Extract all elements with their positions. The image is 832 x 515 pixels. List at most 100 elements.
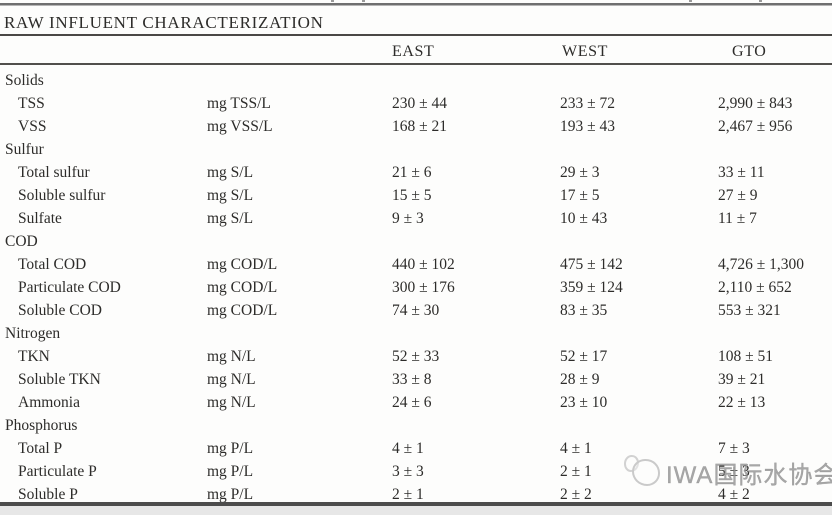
table-row: VSS mg VSS/L 168 ± 21 193 ± 43 2,467 ± 9… [0,115,832,138]
section-label: Phosphorus [5,416,78,434]
west-value-cell: 4 ± 1 [560,439,592,457]
table-row: Total sulfur mg S/L 21 ± 6 29 ± 3 33 ± 1… [0,161,832,184]
west-value-cell: 233 ± 72 [560,94,616,112]
gto-value-cell: 39 ± 21 [718,370,766,388]
param-cell: TSS [18,94,45,112]
param-cell: Sulfate [18,209,62,227]
table-row: Total P mg P/L 4 ± 1 4 ± 1 7 ± 3 [0,437,832,460]
header-divider [0,63,832,65]
gto-value-cell: 22 ± 13 [718,393,766,411]
unit-cell: mg N/L [207,347,256,365]
column-header-gto: GTO [732,43,767,60]
bottom-strip [0,506,832,515]
unit-cell: mg COD/L [207,301,278,319]
gto-value-cell: 5 ± 3 [718,462,750,480]
page-title: RAW INFLUENT CHARACTERIZATION [4,13,324,32]
unit-cell: mg COD/L [207,255,278,273]
section-header-sulfur: Sulfur [0,138,832,161]
column-header-east: EAST [392,43,435,60]
unit-cell: mg N/L [207,370,256,388]
cropped-text-fragment [331,0,334,2]
table-row: Soluble sulfur mg S/L 15 ± 5 17 ± 5 27 ±… [0,184,832,207]
section-header-phosphorus: Phosphorus [0,414,832,437]
unit-cell: mg N/L [207,393,256,411]
gto-value-cell: 11 ± 7 [718,209,757,227]
west-value-cell: 17 ± 5 [560,186,600,204]
table-row: Soluble COD mg COD/L 74 ± 30 83 ± 35 553… [0,299,832,322]
unit-cell: mg VSS/L [207,117,273,135]
gto-value-cell: 4,726 ± 1,300 [718,255,805,273]
unit-cell: mg P/L [207,439,254,457]
column-header-west: WEST [562,43,608,60]
unit-cell: mg TSS/L [207,94,271,112]
cropped-text-fragment [362,0,365,2]
east-value-cell: 2 ± 1 [392,485,424,503]
unit-cell: mg P/L [207,462,254,480]
east-value-cell: 300 ± 176 [392,278,455,296]
cropped-text-fragment [759,0,762,2]
west-value-cell: 83 ± 35 [560,301,608,319]
east-value-cell: 21 ± 6 [392,163,432,181]
table-row: Particulate COD mg COD/L 300 ± 176 359 ±… [0,276,832,299]
gto-value-cell: 27 ± 9 [718,186,758,204]
param-cell: VSS [18,117,47,135]
section-header-solids: Solids [0,69,832,92]
table-row: TSS mg TSS/L 230 ± 44 233 ± 72 2,990 ± 8… [0,92,832,115]
section-header-cod: COD [0,230,832,253]
param-cell: TKN [18,347,50,365]
table-row: TKN mg N/L 52 ± 33 52 ± 17 108 ± 51 [0,345,832,368]
bottom-rule [0,502,832,506]
west-value-cell: 475 ± 142 [560,255,623,273]
param-cell: Total P [18,439,63,457]
east-value-cell: 9 ± 3 [392,209,424,227]
unit-cell: mg COD/L [207,278,278,296]
west-value-cell: 193 ± 43 [560,117,616,135]
column-header-row: EAST WEST GTO [0,43,832,61]
east-value-cell: 24 ± 6 [392,393,432,411]
section-header-nitrogen: Nitrogen [0,322,832,345]
title-divider [0,34,832,36]
param-cell: Soluble sulfur [18,186,106,204]
gto-value-cell: 7 ± 3 [718,439,750,457]
param-cell: Soluble COD [18,301,102,319]
unit-cell: mg P/L [207,485,254,503]
west-value-cell: 2 ± 2 [560,485,592,503]
gto-value-cell: 553 ± 321 [718,301,781,319]
east-value-cell: 230 ± 44 [392,94,448,112]
param-cell: Particulate P [18,462,97,480]
table-body: Solids TSS mg TSS/L 230 ± 44 233 ± 72 2,… [0,69,832,506]
east-value-cell: 3 ± 3 [392,462,424,480]
east-value-cell: 15 ± 5 [392,186,432,204]
west-value-cell: 28 ± 9 [560,370,600,388]
param-cell: Particulate COD [18,278,121,296]
unit-cell: mg S/L [207,209,254,227]
west-value-cell: 359 ± 124 [560,278,623,296]
gto-value-cell: 33 ± 11 [718,163,765,181]
gto-value-cell: 4 ± 2 [718,485,750,503]
east-value-cell: 440 ± 102 [392,255,455,273]
west-value-cell: 52 ± 17 [560,347,608,365]
west-value-cell: 23 ± 10 [560,393,608,411]
section-label: Nitrogen [5,324,61,342]
param-cell: Soluble P [18,485,78,503]
table-row: Soluble P mg P/L 2 ± 1 2 ± 2 4 ± 2 [0,483,832,506]
param-cell: Total COD [18,255,87,273]
west-value-cell: 29 ± 3 [560,163,600,181]
table-row: Particulate P mg P/L 3 ± 3 2 ± 1 5 ± 3 [0,460,832,483]
east-value-cell: 4 ± 1 [392,439,424,457]
section-label: Sulfur [5,140,44,158]
table-row: Total COD mg COD/L 440 ± 102 475 ± 142 4… [0,253,832,276]
gto-value-cell: 2,110 ± 652 [718,278,792,296]
west-value-cell: 2 ± 1 [560,462,592,480]
gto-value-cell: 108 ± 51 [718,347,774,365]
table-row: Ammonia mg N/L 24 ± 6 23 ± 10 22 ± 13 [0,391,832,414]
table-row: Sulfate mg S/L 9 ± 3 10 ± 43 11 ± 7 [0,207,832,230]
param-cell: Ammonia [18,393,80,411]
gto-value-cell: 2,467 ± 956 [718,117,793,135]
unit-cell: mg S/L [207,163,254,181]
section-label: Solids [5,71,44,89]
top-rule [0,3,832,6]
west-value-cell: 10 ± 43 [560,209,608,227]
param-cell: Soluble TKN [18,370,101,388]
